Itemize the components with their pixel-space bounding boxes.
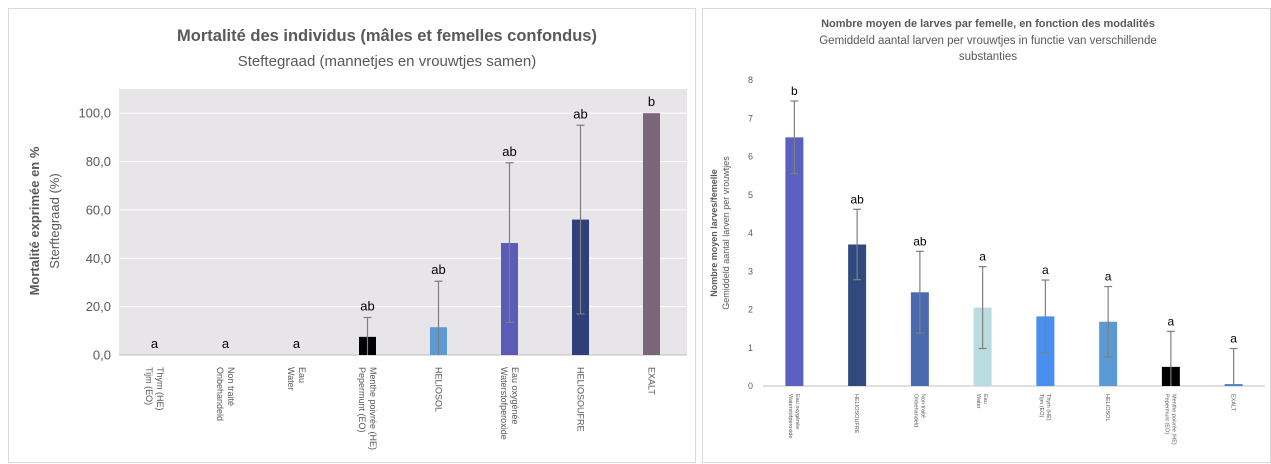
x-tick-label-line: Onbehandeld <box>912 394 918 427</box>
x-tick-label-line: Menthe poivrée (HE) <box>368 367 378 450</box>
mortality-chart: Mortalité des individus (mâles et femell… <box>27 27 687 450</box>
x-tick-label-line: EXALT <box>1230 394 1236 412</box>
y-axis-sublabel: Sterftegraad (%) <box>47 173 62 268</box>
x-tick-label: HELIOSOUFRE <box>853 394 859 434</box>
plot-area <box>119 89 687 355</box>
x-tick-label-line: Waterstofperoxide <box>787 394 793 438</box>
x-tick-label-line: Water <box>286 367 296 391</box>
x-tick-label: EXALT <box>1230 394 1236 412</box>
y-tick-label: 20,0 <box>86 299 111 314</box>
x-tick-label-line: Tijm (EO) <box>1038 394 1044 417</box>
significance-letter: ab <box>431 262 445 277</box>
significance-letter: a <box>1042 263 1049 277</box>
y-tick-label: 5 <box>748 190 753 200</box>
significance-letter: ab <box>850 192 864 206</box>
x-tick-label-line: HELIOSOL <box>433 367 443 412</box>
x-tick-label-line: EXALT <box>646 367 656 395</box>
plot-area <box>763 80 1265 386</box>
y-tick-label: 0 <box>748 381 753 391</box>
y-tick-label: 1 <box>748 343 753 353</box>
x-tick-label: Menthe poivrée (HE)Pepermunt (EO) <box>357 367 378 450</box>
larvae-chart: Nombre moyen de larves par femelle, en f… <box>709 18 1265 445</box>
chart-subtitle: substanties <box>959 51 1017 63</box>
x-tick-label: HELIOSOL <box>433 367 443 412</box>
y-tick-label: 80,0 <box>86 154 111 169</box>
y-tick-label: 60,0 <box>86 202 111 217</box>
y-axis-sublabel: Gemiddeld aantal larven per vrouwtjes <box>721 156 731 310</box>
significance-letter: ab <box>913 234 927 248</box>
x-tick-label-line: HELIOSOUFRE <box>853 394 859 434</box>
x-tick-label: Thym (HE)Tijm (EO) <box>144 367 165 411</box>
y-tick-label: 100,0 <box>78 106 111 121</box>
x-tick-label: Thym (HE)Tijm (EO) <box>1038 394 1051 421</box>
chart-subtitle: Gemiddeld aantal larven per vrouwtjes in… <box>819 35 1157 47</box>
x-tick-label-line: Eau oxygénée <box>510 367 520 425</box>
significance-letter: a <box>979 250 986 264</box>
significance-letter: ab <box>573 106 587 121</box>
x-tick-label-line: Eau oxygénée <box>794 394 800 429</box>
significance-letter: b <box>791 84 798 98</box>
x-tick-label-line: Thym (HE) <box>155 367 165 411</box>
x-tick-label: Menthe poivrée (HE)Pepermunt (EO) <box>1163 394 1176 445</box>
x-tick-label-line: Eau <box>297 367 307 383</box>
x-tick-label: EXALT <box>646 367 656 395</box>
chart-title: Mortalité des individus (mâles et femell… <box>177 27 597 45</box>
x-tick-label-line: HELIOSOUFRE <box>575 367 585 432</box>
y-axis-label: Mortalité exprimée en % <box>27 146 42 295</box>
x-tick-label-line: HELIOSOL <box>1104 394 1110 422</box>
y-tick-label: 40,0 <box>86 251 111 266</box>
significance-letter: a <box>222 336 230 351</box>
x-tick-label-line: Water <box>975 394 981 409</box>
y-tick-label: 6 <box>748 152 753 162</box>
chart-subtitle: Steftegraad (mannetjes en vrouwtjes same… <box>238 53 536 70</box>
significance-letter: a <box>151 336 159 351</box>
x-tick-label: HELIOSOUFRE <box>575 367 585 432</box>
x-tick-label-line: Tijm (EO) <box>144 367 154 405</box>
significance-letter: a <box>1105 270 1112 284</box>
x-tick-label-line: Pepermunt (EO) <box>1163 394 1169 434</box>
significance-letter: b <box>648 94 655 109</box>
x-tick-label-line: Pepermunt (EO) <box>357 367 367 433</box>
significance-letter: a <box>1230 332 1237 346</box>
significance-letter: a <box>1168 314 1175 328</box>
bar <box>785 137 804 386</box>
x-tick-label-line: Eau <box>982 394 988 404</box>
y-tick-label: 2 <box>748 305 753 315</box>
bar <box>643 113 660 355</box>
significance-letter: ab <box>360 299 374 314</box>
x-tick-label-line: Menthe poivrée (HE) <box>1170 394 1176 445</box>
significance-letter: a <box>293 336 301 351</box>
chart-title: Nombre moyen de larves par femelle, en f… <box>821 18 1155 30</box>
x-tick-label-line: Waterstofperoxide <box>499 367 509 440</box>
x-tick-label-line: Thym (HE) <box>1045 394 1051 421</box>
x-tick-label-line: Non traité <box>226 367 236 406</box>
y-tick-label: 7 <box>748 113 753 123</box>
bar <box>848 244 867 386</box>
y-tick-label: 3 <box>748 266 753 276</box>
x-tick-label: HELIOSOL <box>1104 394 1110 422</box>
bar <box>910 292 929 386</box>
y-tick-label: 8 <box>748 75 753 85</box>
y-tick-label: 0,0 <box>93 348 111 363</box>
x-tick-label-line: Onbehandeld <box>215 367 225 421</box>
larvae-chart-panel: Nombre moyen de larves par femelle, en f… <box>702 8 1271 463</box>
y-tick-label: 4 <box>748 228 753 238</box>
y-axis-label: Nombre moyen larves/femelle <box>709 169 719 297</box>
mortality-chart-panel: Mortalité des individus (mâles et femell… <box>8 8 696 463</box>
x-tick-label-line: Non traité <box>919 394 925 418</box>
significance-letter: ab <box>502 144 516 159</box>
